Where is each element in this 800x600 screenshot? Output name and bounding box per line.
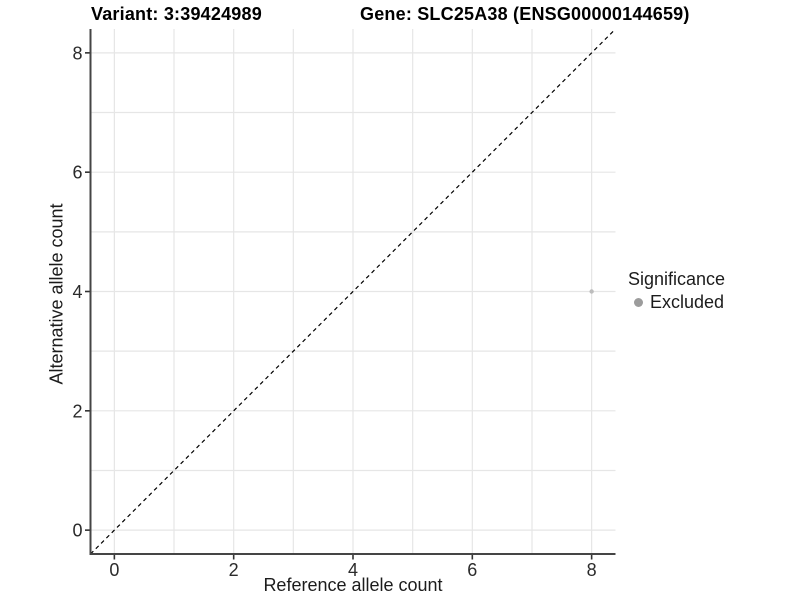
x-tick-label: 8 (587, 560, 597, 580)
x-tick-labels: 0 2 4 6 8 (109, 560, 596, 580)
data-point (589, 289, 594, 294)
legend: Significance Excluded (628, 268, 725, 312)
legend-item-excluded: Excluded (628, 292, 725, 312)
x-tick-label: 0 (109, 560, 119, 580)
axis-lines (89, 29, 616, 555)
identity-line (90, 28, 616, 555)
y-tick-label: 2 (72, 401, 82, 421)
x-axis-title: Reference allele count (263, 575, 443, 595)
y-tick-label: 4 (72, 282, 82, 302)
y-tick-label: 8 (72, 43, 82, 63)
y-tick-label: 0 (72, 521, 82, 541)
excluded-point-icon (634, 297, 643, 307)
y-axis-title: Alternative allele count (46, 203, 67, 385)
variant-title: Variant: 3:39424989 (91, 4, 262, 24)
data-points (589, 289, 594, 294)
y-tick-label: 6 (72, 163, 82, 183)
legend-item-label: Excluded (650, 291, 725, 312)
tick-marks (85, 52, 593, 560)
legend-title: Significance (628, 269, 726, 289)
y-tick-labels: 0 2 4 6 8 (72, 43, 82, 540)
x-tick-label: 6 (467, 560, 477, 580)
x-tick-label: 2 (229, 560, 239, 580)
gene-title: Gene: SLC25A38 (ENSG00000144659) (360, 4, 690, 24)
x-tick-label: 4 (348, 560, 358, 580)
